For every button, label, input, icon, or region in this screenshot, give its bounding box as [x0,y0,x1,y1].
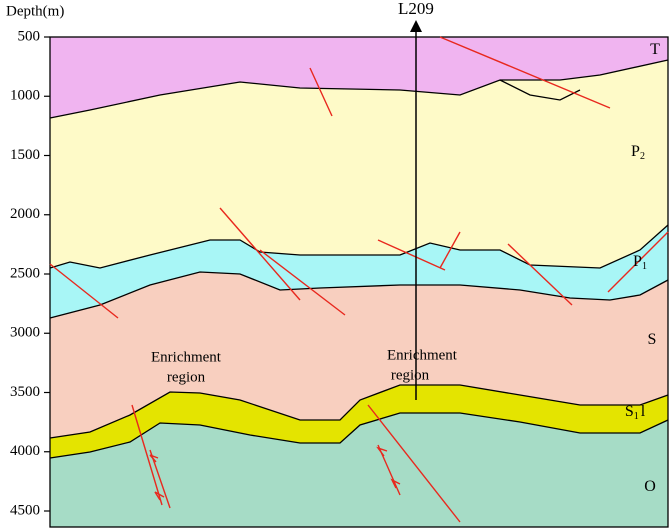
layer-label: S [648,331,657,348]
boundary [49,384,669,439]
layer-name: S [648,331,657,348]
tick-label: 4000 [10,443,40,459]
annotation: region [167,369,206,385]
layer-name: P [633,253,642,270]
tick-label: 3000 [10,325,40,341]
faults [49,36,669,523]
tick-label: 2500 [10,265,40,281]
tick-label: 3500 [10,384,40,400]
layer-sub: 1 [642,261,647,272]
layer-label: O [644,478,656,495]
boundary [49,412,669,459]
tick-label: 1500 [10,147,40,163]
layer-suffix: l [641,403,646,420]
tick-label: 1000 [10,88,40,104]
layer-o [50,413,668,527]
annotation: region [391,367,430,383]
arrow-head [410,20,422,32]
layer-label: P1 [633,253,647,273]
layer-sub: 1 [634,411,639,422]
layer-name: P [631,143,640,160]
annotation: Enrichment [151,349,222,365]
layer-p2 [50,60,668,268]
layer-label: S1 l [625,403,646,423]
layer-s1l [50,385,668,458]
layer-name: T [650,41,660,58]
layer-label: T [650,41,660,58]
axis-title: Depth(m) [6,3,64,19]
frame [49,36,669,528]
layer-sub: 2 [640,151,645,162]
layer-label: P2 [631,143,645,163]
line-label: L209 [398,0,434,18]
boundary [49,59,669,119]
boundary [49,224,669,269]
annotation: Enrichment [387,347,458,363]
tick-label: 4500 [10,502,40,518]
layer-p1 [50,225,668,318]
layer-name: S [625,403,634,420]
boundary [49,271,669,319]
layer-name: O [644,478,656,495]
tick-label: 500 [18,28,41,44]
boundary [499,79,581,101]
tick-label: 2000 [10,206,40,222]
layer-t [50,37,668,118]
layer-s [50,272,668,438]
